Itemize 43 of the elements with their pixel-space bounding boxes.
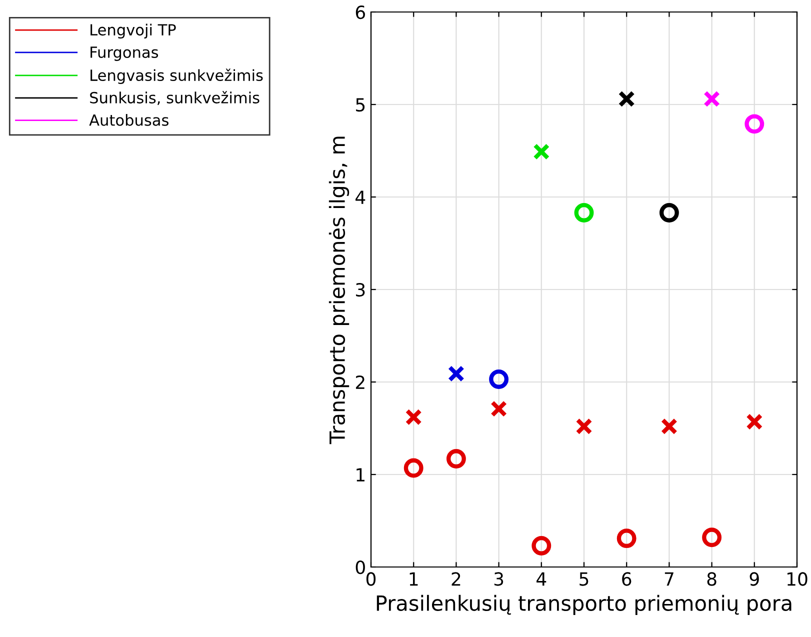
point — [660, 418, 678, 435]
x-tick-label: 4 — [536, 572, 546, 586]
point — [618, 90, 635, 108]
point — [448, 365, 465, 382]
y-tick-label: 6 — [356, 5, 365, 20]
x-tick-label: 2 — [452, 572, 460, 586]
x-tick-label: 6 — [622, 572, 632, 586]
point — [744, 114, 764, 134]
point — [616, 528, 636, 548]
y-tick-label: 2 — [356, 375, 364, 389]
legend-label: Lengvasis sunkvežimis — [90, 68, 263, 84]
point — [703, 90, 720, 108]
point — [404, 458, 424, 478]
point — [532, 536, 552, 556]
x-tick-label: 1 — [410, 572, 418, 586]
point — [659, 203, 679, 222]
x-tick-label: 0 — [366, 572, 376, 586]
y-tick-label: 0 — [356, 560, 365, 574]
legend-label: Sunkusis, sunkvežimis — [90, 91, 260, 106]
point — [746, 413, 763, 430]
y-tick-label: 3 — [356, 282, 365, 297]
x-tick-label: 7 — [664, 572, 674, 586]
y-axis-title: Transporto priemonės ilgis, m — [328, 136, 350, 444]
point — [405, 408, 422, 426]
x-tick-label: 9 — [750, 572, 759, 586]
point — [533, 143, 550, 160]
y-tick-label: 5 — [356, 98, 365, 112]
point — [489, 370, 509, 389]
legend-label: Lengvoji TP — [90, 24, 176, 39]
point — [702, 528, 722, 548]
x-tick-label: 5 — [580, 572, 588, 586]
x-tick-label: 10 — [787, 572, 808, 586]
y-tick-label: 4 — [356, 190, 366, 204]
point — [576, 418, 592, 435]
point — [446, 449, 466, 468]
x-axis-title: Prasilenkusių transporto priemonių pora — [376, 594, 792, 616]
legend-label: Furgonas — [90, 46, 158, 61]
y-tick-label: 1 — [356, 468, 364, 482]
point — [574, 203, 594, 222]
x-tick-label: 3 — [494, 572, 504, 586]
x-tick-label: 8 — [707, 572, 716, 586]
legend-label: Autobusas — [89, 114, 168, 126]
point — [490, 400, 508, 418]
